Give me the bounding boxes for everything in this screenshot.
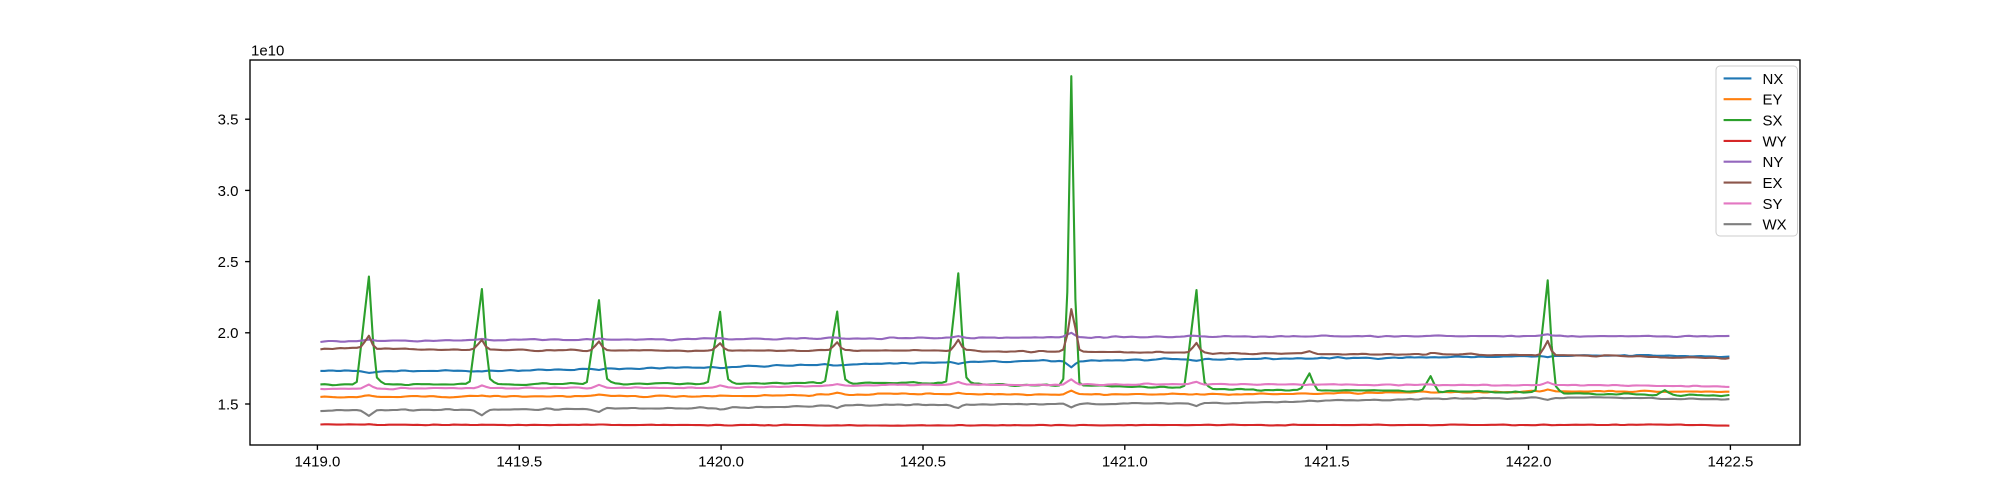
svg-text:NX: NX — [1763, 71, 1784, 88]
svg-text:1.5: 1.5 — [218, 396, 239, 413]
svg-text:1422.5: 1422.5 — [1707, 454, 1753, 471]
svg-text:2.0: 2.0 — [218, 325, 239, 342]
svg-text:1419.5: 1419.5 — [496, 454, 542, 471]
svg-text:EX: EX — [1763, 175, 1783, 192]
svg-text:1421.5: 1421.5 — [1304, 454, 1350, 471]
svg-text:1e10: 1e10 — [251, 43, 284, 60]
svg-text:WY: WY — [1763, 133, 1787, 150]
svg-text:3.0: 3.0 — [218, 183, 239, 200]
svg-text:SY: SY — [1763, 196, 1783, 213]
svg-text:3.5: 3.5 — [218, 112, 239, 129]
svg-text:1420.0: 1420.0 — [698, 454, 744, 471]
svg-text:1419.0: 1419.0 — [294, 454, 340, 471]
svg-text:2.5: 2.5 — [218, 254, 239, 271]
svg-text:EY: EY — [1763, 92, 1783, 109]
svg-text:WX: WX — [1763, 217, 1787, 234]
svg-text:NY: NY — [1763, 154, 1784, 171]
svg-text:1422.0: 1422.0 — [1506, 454, 1552, 471]
svg-text:1421.0: 1421.0 — [1102, 454, 1148, 471]
svg-text:1420.5: 1420.5 — [900, 454, 946, 471]
svg-text:SX: SX — [1763, 113, 1783, 130]
